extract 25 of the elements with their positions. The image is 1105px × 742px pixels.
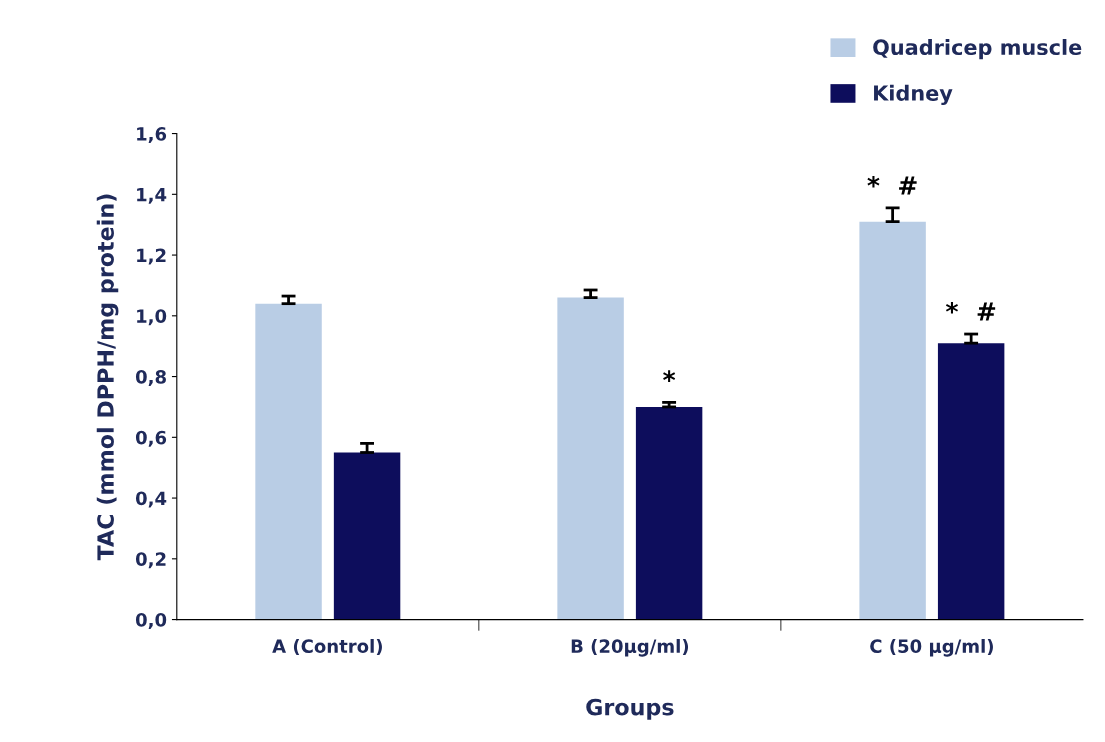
y-tick-label: 1,6 <box>137 127 167 143</box>
x-axis-title: Groups <box>586 698 674 720</box>
x-tick-label: B (20µg/ml) <box>571 639 689 657</box>
y-tick-label: 1,0 <box>137 309 167 326</box>
bar <box>635 406 703 620</box>
y-tick-label: 1,4 <box>137 188 167 204</box>
y-tick-label: 0,4 <box>135 491 167 508</box>
y-tick-label: 0,6 <box>135 430 167 447</box>
bar <box>937 343 1005 620</box>
y-tick-label: 0,8 <box>135 370 166 386</box>
x-tick-label: A (Control) <box>272 639 382 656</box>
bar <box>859 221 926 620</box>
legend-label: Kidney <box>874 84 953 106</box>
y-axis-title: TAC (mmol DPPH/mg protein) <box>96 194 119 561</box>
annotation: * <box>663 370 676 382</box>
x-tick-label: C (50 µg/ml) <box>870 639 993 657</box>
bar <box>255 303 322 620</box>
y-tick-label: 1,2 <box>137 248 166 265</box>
y-tick-label: 0,2 <box>135 552 166 569</box>
annotation: * # <box>945 301 996 321</box>
legend-label: Quadricep muscle <box>873 38 1082 60</box>
annotation: * # <box>867 175 917 195</box>
bar <box>557 297 624 620</box>
bar <box>333 452 401 620</box>
y-tick-label: 0,0 <box>135 613 167 629</box>
